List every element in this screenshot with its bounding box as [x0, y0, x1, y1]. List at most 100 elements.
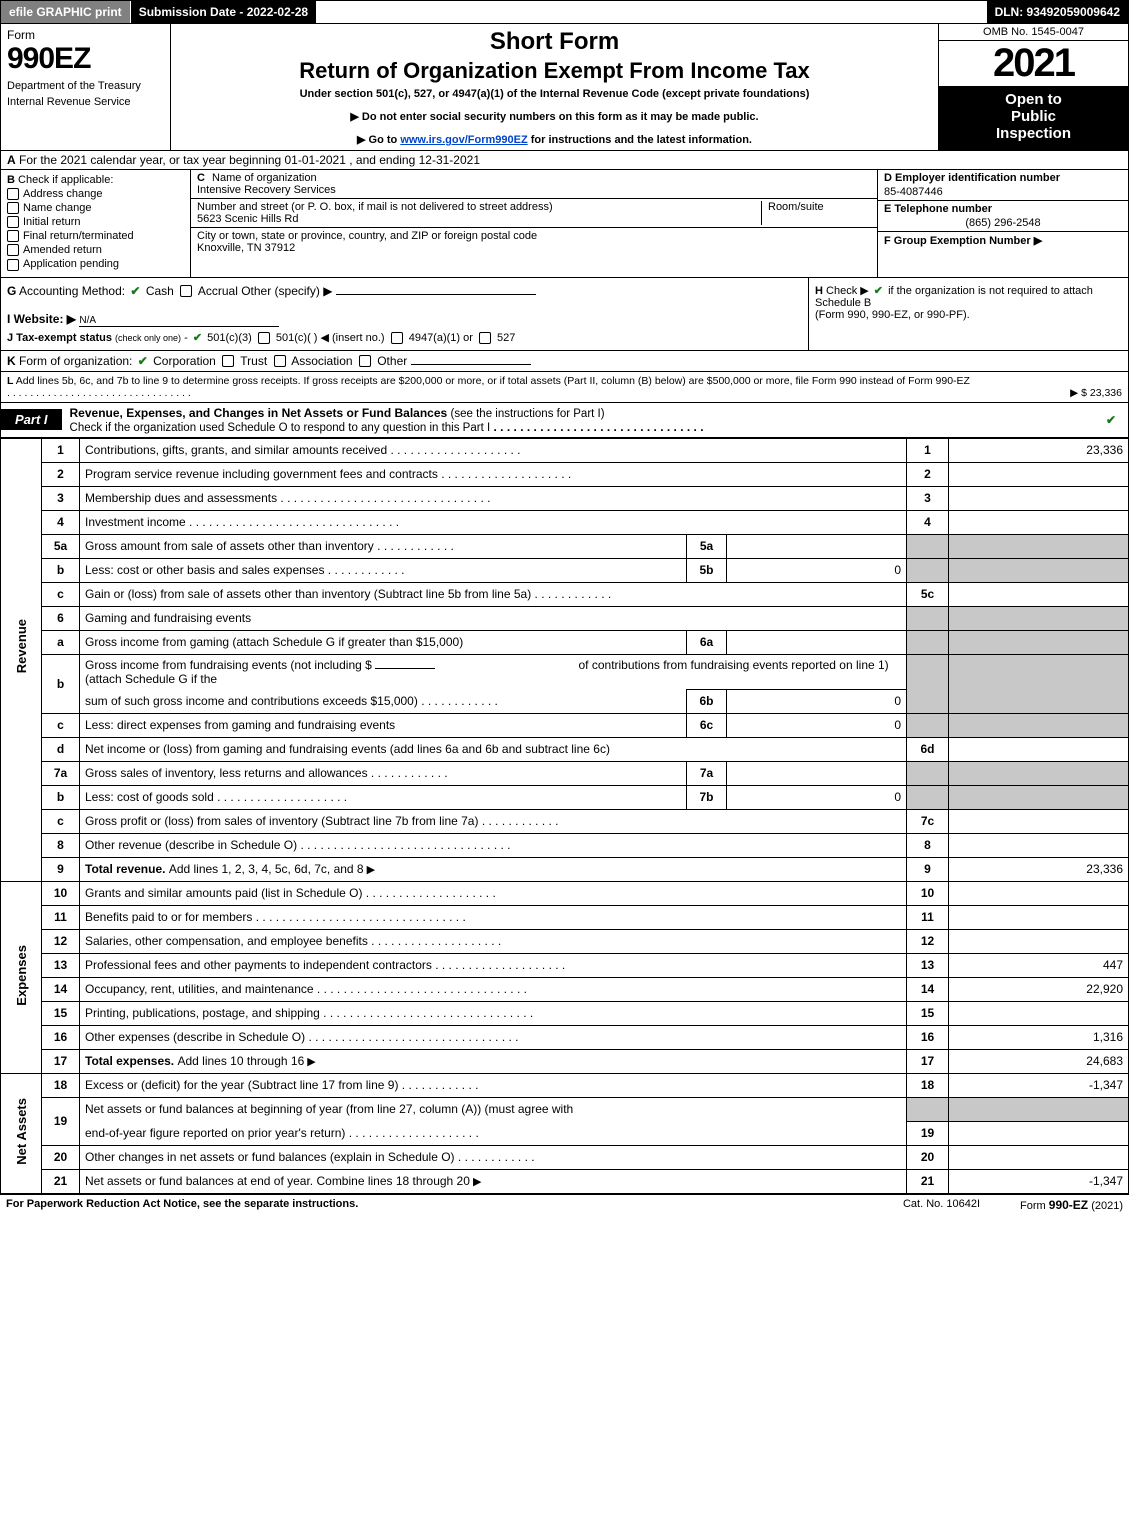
- addr-value: 5623 Scenic Hills Rd: [197, 213, 299, 225]
- cb-schedule-o-checked[interactable]: [1104, 413, 1118, 427]
- l5c-no: c: [42, 582, 80, 606]
- cb-trust[interactable]: [219, 354, 237, 368]
- phone-label: E Telephone number: [884, 203, 992, 215]
- check-if-applicable: Check if applicable:: [18, 174, 113, 186]
- cb-final-return[interactable]: Final return/terminated: [7, 230, 184, 242]
- cash-label: Cash: [142, 284, 177, 298]
- line-14: 14 Occupancy, rent, utilities, and maint…: [1, 977, 1129, 1001]
- cb-name-change[interactable]: Name change: [7, 202, 184, 214]
- g-text: Accounting Method:: [16, 284, 128, 298]
- group-exemption-label: F Group Exemption Number ▶: [884, 235, 1042, 247]
- other-org-label: Other: [374, 354, 407, 368]
- l2-no: 2: [42, 462, 80, 486]
- l11-val: [949, 905, 1129, 929]
- l18-val: -1,347: [949, 1073, 1129, 1097]
- l8-val: [949, 833, 1129, 857]
- part1-end-check: [1094, 413, 1128, 427]
- line-13: 13 Professional fees and other payments …: [1, 953, 1129, 977]
- l5a-desc: Gross amount from sale of assets other t…: [80, 534, 687, 558]
- c-label: C: [197, 172, 205, 184]
- l5b-val-grey: [949, 558, 1129, 582]
- inspection-line3: Inspection: [943, 125, 1124, 142]
- cb-527[interactable]: [476, 332, 494, 344]
- l12-val: [949, 929, 1129, 953]
- line-6b: b Gross income from fundraising events (…: [1, 654, 1129, 689]
- cb-initial-return[interactable]: Initial return: [7, 216, 184, 228]
- l6b-box-grey1: [907, 654, 949, 689]
- l8-box: 8: [907, 833, 949, 857]
- l16-no: 16: [42, 1025, 80, 1049]
- cb-other-org[interactable]: [356, 354, 374, 368]
- cb-corporation-checked[interactable]: [136, 354, 150, 368]
- l7b-desc: Less: cost of goods sold: [80, 785, 687, 809]
- cb-h-checked[interactable]: [872, 285, 885, 297]
- goto-pre: ▶ Go to: [357, 134, 400, 146]
- 4947-label: 4947(a)(1) or: [406, 332, 476, 344]
- lines-table: Revenue 1 Contributions, gifts, grants, …: [0, 438, 1129, 1194]
- header-left: Form 990EZ Department of the Treasury In…: [1, 24, 171, 150]
- l6b-val-grey1: [949, 654, 1129, 689]
- part1-box: Part I: [1, 409, 62, 430]
- line-7b: b Less: cost of goods sold 7b 0: [1, 785, 1129, 809]
- line-3: 3 Membership dues and assessments 3: [1, 486, 1129, 510]
- l7c-val: [949, 809, 1129, 833]
- cb-address-change[interactable]: Address change: [7, 188, 184, 200]
- page-footer: For Paperwork Reduction Act Notice, see …: [0, 1194, 1129, 1215]
- l7a-box-grey: [907, 761, 949, 785]
- l20-val: [949, 1145, 1129, 1169]
- l16-box: 16: [907, 1025, 949, 1049]
- l21-no: 21: [42, 1169, 80, 1193]
- tax-year: 2021: [939, 41, 1128, 87]
- row-l-gross-receipts: L Add lines 5b, 6c, and 7b to line 9 to …: [0, 372, 1129, 403]
- cb-4947[interactable]: [388, 332, 406, 344]
- other-org-line[interactable]: [411, 364, 531, 365]
- l12-desc: Salaries, other compensation, and employ…: [80, 929, 907, 953]
- l17-no: 17: [42, 1049, 80, 1073]
- l6d-no: d: [42, 737, 80, 761]
- part1-check-text: Check if the organization used Schedule …: [70, 422, 491, 434]
- l5a-inner: 5a: [687, 534, 727, 558]
- line-7c: c Gross profit or (loss) from sales of i…: [1, 809, 1129, 833]
- irs-label: Internal Revenue Service: [7, 96, 164, 108]
- l5b-inner: 5b: [687, 558, 727, 582]
- org-name-label: Name of organization: [212, 172, 317, 184]
- l4-box: 4: [907, 510, 949, 534]
- efile-print-button[interactable]: efile GRAPHIC print: [1, 1, 131, 23]
- cb-amended-return[interactable]: Amended return: [7, 244, 184, 256]
- row-a-tax-year: A For the 2021 calendar year, or tax yea…: [0, 151, 1129, 170]
- accrual-label: Accrual Other (specify) ▶: [195, 284, 332, 298]
- l6b-val-grey2: [949, 689, 1129, 713]
- revenue-sidelabel-end: [1, 857, 42, 881]
- phone-row: E Telephone number (865) 296-2548: [878, 201, 1128, 232]
- j-dash: -: [184, 332, 191, 344]
- l7c-no: c: [42, 809, 80, 833]
- cb-501c[interactable]: [255, 332, 273, 344]
- l13-desc: Professional fees and other payments to …: [80, 953, 907, 977]
- l9-desc: Total revenue. Add lines 1, 2, 3, 4, 5c,…: [80, 857, 907, 881]
- l14-no: 14: [42, 977, 80, 1001]
- city-label: City or town, state or province, country…: [197, 230, 537, 242]
- irs-link[interactable]: www.irs.gov/Form990EZ: [400, 134, 527, 146]
- l19-box: 19: [907, 1121, 949, 1145]
- l2-desc: Program service revenue including govern…: [80, 462, 907, 486]
- l7a-val-grey: [949, 761, 1129, 785]
- l7a-inner: 7a: [687, 761, 727, 785]
- l2-box: 2: [907, 462, 949, 486]
- l6d-val: [949, 737, 1129, 761]
- l6c-no: c: [42, 713, 80, 737]
- k-text: Form of organization:: [16, 354, 136, 368]
- cb-application-pending[interactable]: Application pending: [7, 258, 184, 270]
- cb-accrual[interactable]: [177, 284, 195, 298]
- other-specify-line[interactable]: [336, 294, 536, 295]
- line-10: Expenses 10 Grants and similar amounts p…: [1, 881, 1129, 905]
- cb-501c3-checked[interactable]: [191, 332, 204, 344]
- l3-desc: Membership dues and assessments: [80, 486, 907, 510]
- part1-title-text: Revenue, Expenses, and Changes in Net As…: [70, 406, 451, 420]
- l19-val: [949, 1121, 1129, 1145]
- cb-association[interactable]: [271, 354, 289, 368]
- l6-box-grey: [907, 606, 949, 630]
- submission-date-button[interactable]: Submission Date - 2022-02-28: [131, 1, 317, 23]
- ein-row: D Employer identification number 85-4087…: [878, 170, 1128, 201]
- cb-cash-checked[interactable]: [128, 284, 142, 298]
- assoc-label: Association: [289, 354, 356, 368]
